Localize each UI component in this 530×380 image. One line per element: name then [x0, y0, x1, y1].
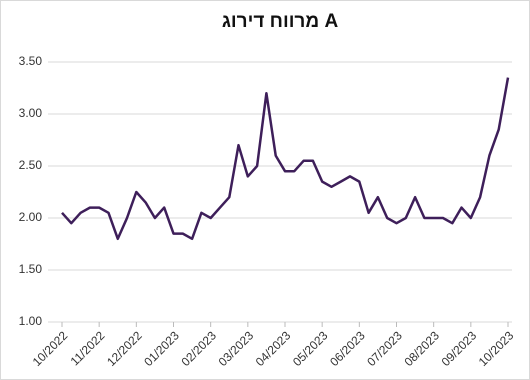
- y-tick-label: 1.00: [19, 314, 43, 328]
- y-tick-label: 3.00: [19, 106, 43, 120]
- y-tick-label: 2.00: [19, 210, 43, 224]
- y-tick-label: 3.50: [19, 54, 43, 68]
- y-tick-label: 1.50: [19, 262, 43, 276]
- chart-title: מרווח דירוג A: [222, 11, 339, 32]
- series-line: [61, 77, 510, 241]
- y-tick-label: 2.50: [19, 158, 43, 172]
